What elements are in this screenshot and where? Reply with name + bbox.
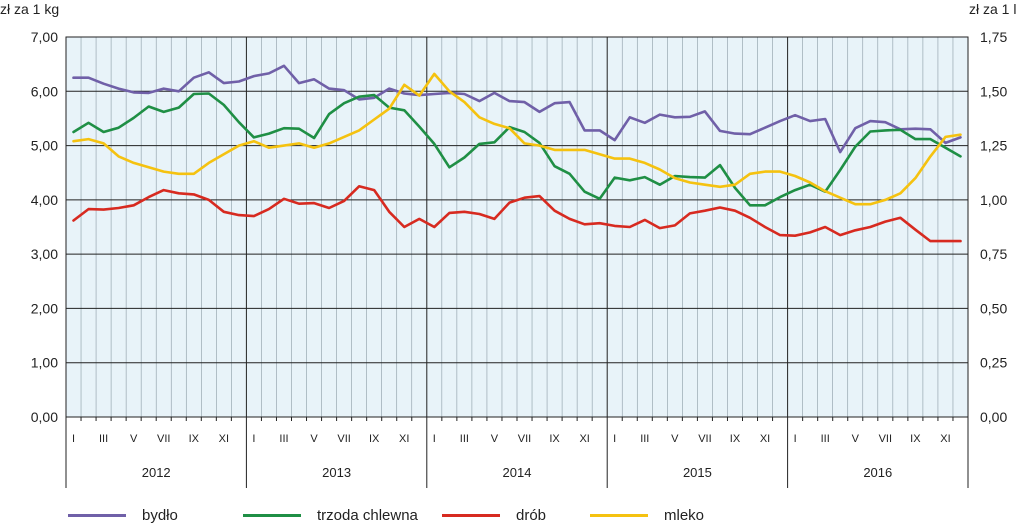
legend-item: trzoda chlewna — [243, 504, 418, 526]
month-label: V — [310, 433, 318, 445]
month-label: XI — [579, 433, 589, 445]
year-label: 2014 — [503, 465, 532, 480]
month-label: IX — [730, 433, 741, 445]
month-label: I — [72, 433, 75, 445]
legend-swatch — [243, 513, 301, 517]
series-lines — [72, 64, 962, 243]
y-left-tick-label: 6,00 — [31, 83, 58, 99]
y-left-unit: zł za 1 kg — [0, 1, 59, 17]
month-label: VII — [518, 433, 531, 445]
month-label: XI — [219, 433, 229, 445]
month-label: IX — [549, 433, 560, 445]
y-left-tick-label: 5,00 — [31, 138, 58, 154]
year-label: 2012 — [142, 465, 171, 480]
legend-item: drób — [442, 504, 546, 526]
month-label: XI — [399, 433, 409, 445]
month-label: V — [491, 433, 499, 445]
y-right-tick-label: 0,00 — [980, 409, 1007, 425]
y-left-tick-label: 1,00 — [31, 355, 58, 371]
month-label: V — [130, 433, 138, 445]
plot-frame — [65, 36, 969, 418]
series-line — [72, 185, 962, 243]
legend-swatch — [442, 513, 500, 517]
legend-swatch — [68, 513, 126, 517]
month-label: I — [613, 433, 616, 445]
month-label: III — [821, 433, 830, 445]
month-label: V — [671, 433, 679, 445]
y-right-tick-label: 0,25 — [980, 355, 1007, 371]
y-left-tick-label: 4,00 — [31, 192, 58, 208]
y-left-tick-label: 7,00 — [31, 29, 58, 45]
month-label: VII — [698, 433, 711, 445]
tick-labels: 0,00 1,00 2,00 3,00 4,00 5,00 6,00 7,00 0,00 0,25… — [31, 29, 1008, 480]
month-label: XI — [940, 433, 950, 445]
month-label: I — [252, 433, 255, 445]
y-right-tick-label: 1,75 — [980, 29, 1007, 45]
y-left-tick-label: 2,00 — [31, 300, 58, 316]
legend-label: trzoda chlewna — [317, 506, 418, 524]
month-label: VII — [337, 433, 350, 445]
y-right-tick-label: 1,00 — [980, 192, 1007, 208]
month-label: III — [640, 433, 649, 445]
legend-label: bydło — [142, 506, 178, 524]
legend-label: mleko — [664, 506, 705, 524]
month-label: V — [852, 433, 860, 445]
year-label: 2016 — [863, 465, 892, 480]
series-line — [72, 64, 962, 154]
year-label: 2013 — [322, 465, 351, 480]
month-label: IX — [910, 433, 921, 445]
y-left-tick-label: 0,00 — [31, 409, 58, 425]
month-label: VII — [879, 433, 892, 445]
y-right-tick-label: 1,25 — [980, 138, 1007, 154]
legend-label: drób — [516, 506, 547, 524]
year-label: 2015 — [683, 465, 712, 480]
legend-swatch — [590, 513, 648, 517]
y-right-unit: zł za 1 l — [969, 1, 1016, 17]
month-label: IX — [189, 433, 200, 445]
series-line — [72, 72, 962, 206]
y-left-tick-label: 3,00 — [31, 246, 58, 262]
legend-item: mleko — [590, 504, 704, 526]
month-label: III — [99, 433, 108, 445]
legend-item: bydło — [68, 504, 178, 526]
month-label: III — [279, 433, 288, 445]
grid — [65, 37, 969, 488]
series-line — [72, 92, 962, 207]
y-right-tick-label: 0,50 — [980, 300, 1007, 316]
legend: bydło trzoda chlewna drób mleko — [0, 504, 1023, 526]
y-right-tick-label: 0,75 — [980, 246, 1007, 262]
month-label: VII — [157, 433, 170, 445]
month-label: I — [433, 433, 436, 445]
month-label: I — [794, 433, 797, 445]
month-label: III — [460, 433, 469, 445]
month-label: XI — [760, 433, 770, 445]
month-label: IX — [369, 433, 380, 445]
y-right-tick-label: 1,50 — [980, 83, 1007, 99]
